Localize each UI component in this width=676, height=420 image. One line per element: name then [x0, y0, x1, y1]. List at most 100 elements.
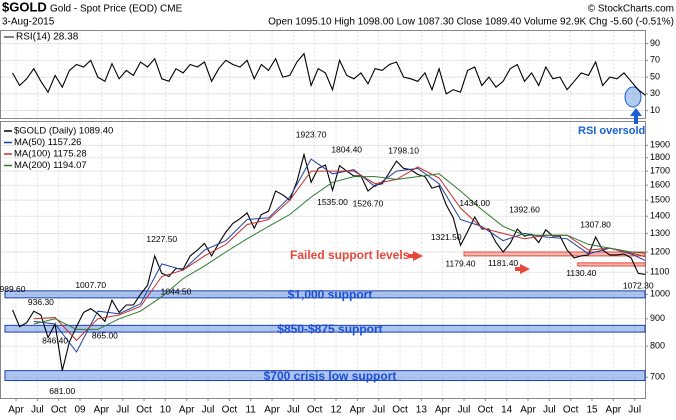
- x-tick-label: Oct: [478, 405, 494, 416]
- support-band: [4, 370, 646, 382]
- x-tick-label: Jul: [543, 405, 556, 416]
- x-tick-label: 12: [330, 405, 342, 416]
- y-tick-label: 1800: [650, 152, 670, 162]
- oversold-circle: [624, 86, 642, 108]
- instrument-name: Gold - Spot Price (EOD) CME: [50, 4, 183, 15]
- quote: Open 1095.10 High 1098.00 Low 1087.30 Cl…: [268, 17, 674, 28]
- price-label: 1804.40: [331, 144, 362, 154]
- legend-label: $GOLD (Daily) 1089.40: [14, 126, 113, 137]
- x-tick-label: Apr: [264, 405, 280, 416]
- x-tick-label: Apr: [435, 405, 451, 416]
- x-tick-label: Jul: [116, 405, 129, 416]
- x-tick-label: Oct: [307, 405, 323, 416]
- y-tick-label: 90: [650, 38, 660, 48]
- price-label: 1072.30: [623, 280, 654, 290]
- y-tick-label: 900: [650, 313, 665, 323]
- price-label: 1181.40: [488, 258, 518, 268]
- symbol: $GOLD: [2, 0, 47, 14]
- y-tick-label: 30: [650, 88, 660, 98]
- x-tick-label: 11: [245, 405, 256, 416]
- price-label: 1179.40: [445, 258, 475, 268]
- rsi-annotation: RSI oversold: [578, 125, 645, 137]
- failed-arrow: [408, 251, 423, 261]
- x-tick-label: 14: [501, 405, 513, 416]
- x-tick-label: Apr: [606, 405, 622, 416]
- x-tick-label: Jul: [287, 405, 300, 416]
- y-tick-label: 1200: [650, 246, 670, 256]
- price-label: 1307.80: [580, 219, 611, 229]
- copyright: © StockCharts.com: [588, 4, 674, 15]
- x-tick-label: Jul: [202, 405, 215, 416]
- x-tick-label: Jul: [628, 405, 641, 416]
- support-label: $700 crisis low support: [264, 369, 397, 383]
- price-panel: [0, 121, 646, 399]
- x-tick-label: Jul: [458, 405, 471, 416]
- y-tick-label: 1400: [650, 211, 670, 221]
- series-line: [33, 173, 646, 330]
- y-tick-label: 700: [650, 372, 665, 382]
- price-label: 1798.10: [388, 145, 419, 155]
- price-label: 1227.50: [146, 234, 177, 244]
- x-tick-label: 13: [416, 405, 428, 416]
- x-tick-label: 15: [586, 405, 598, 416]
- support-label: $850-$875 support: [277, 322, 382, 336]
- x-tick-label: Oct: [222, 405, 238, 416]
- series-line: [11, 152, 646, 371]
- x-tick-label: Oct: [392, 405, 408, 416]
- y-tick-label: 1300: [650, 228, 670, 238]
- x-tick-label: Apr: [179, 405, 195, 416]
- x-tick-label: Oct: [563, 405, 579, 416]
- y-tick-label: 1700: [650, 165, 670, 175]
- support-label: $1,000 support: [288, 288, 373, 302]
- y-tick-label: 10: [650, 105, 660, 115]
- price-label: 1923.70: [296, 130, 327, 140]
- x-tick-label: Apr: [94, 405, 110, 416]
- y-tick-label: 1000: [650, 289, 670, 299]
- price-label: 1392.60: [509, 205, 540, 215]
- x-tick-label: Jul: [31, 405, 44, 416]
- support-band: [4, 324, 646, 333]
- rsi-panel: [0, 30, 646, 119]
- failed-band: [463, 251, 646, 257]
- y-tick-label: 50: [650, 71, 660, 81]
- x-tick-label: 09: [74, 405, 86, 416]
- price-label: 1321.50: [431, 232, 462, 242]
- y-tick-label: 1500: [650, 195, 670, 205]
- price-label: 1044.50: [161, 286, 192, 296]
- x-tick-label: Apr: [350, 405, 366, 416]
- price-label: 681.00: [49, 386, 75, 396]
- price-label: 1130.40: [566, 268, 596, 278]
- y-tick-label: 1900: [650, 140, 670, 150]
- price-label: 1535.00: [317, 197, 348, 207]
- price-label: 1007.70: [75, 280, 106, 290]
- price-label: 936.30: [28, 297, 54, 307]
- legend-label: MA(200) 1194.07: [14, 160, 87, 171]
- x-tick-label: Oct: [51, 405, 67, 416]
- failed-band: [577, 262, 646, 267]
- support-band: [4, 290, 646, 299]
- price-label: 846.40: [42, 335, 68, 345]
- legend-label: MA(50) 1157.26: [14, 137, 81, 148]
- x-tick-label: Apr: [8, 405, 24, 416]
- y-tick-label: 70: [650, 55, 660, 65]
- price-label: 1526.70: [353, 198, 384, 208]
- x-tick-label: Oct: [136, 405, 152, 416]
- date: 3-Aug-2015: [2, 17, 55, 28]
- x-tick-label: Apr: [520, 405, 536, 416]
- x-tick-label: Jul: [372, 405, 385, 416]
- failed-arrow: [515, 264, 530, 274]
- x-tick-label: 10: [160, 405, 172, 416]
- y-tick-label: 800: [650, 341, 665, 351]
- legend-label: MA(100) 1175.28: [14, 149, 87, 160]
- series-line: [12, 52, 646, 96]
- failed-annotation: Failed support levels: [290, 248, 410, 262]
- rsi-title: RSI(14) 28.38: [16, 32, 79, 43]
- y-tick-label: 1600: [650, 180, 670, 190]
- price-label: 989.60: [0, 284, 26, 294]
- series-line: [33, 158, 646, 353]
- y-tick-label: 1100: [650, 267, 669, 277]
- oversold-arrow: [630, 108, 642, 124]
- price-label: 865.00: [92, 330, 118, 340]
